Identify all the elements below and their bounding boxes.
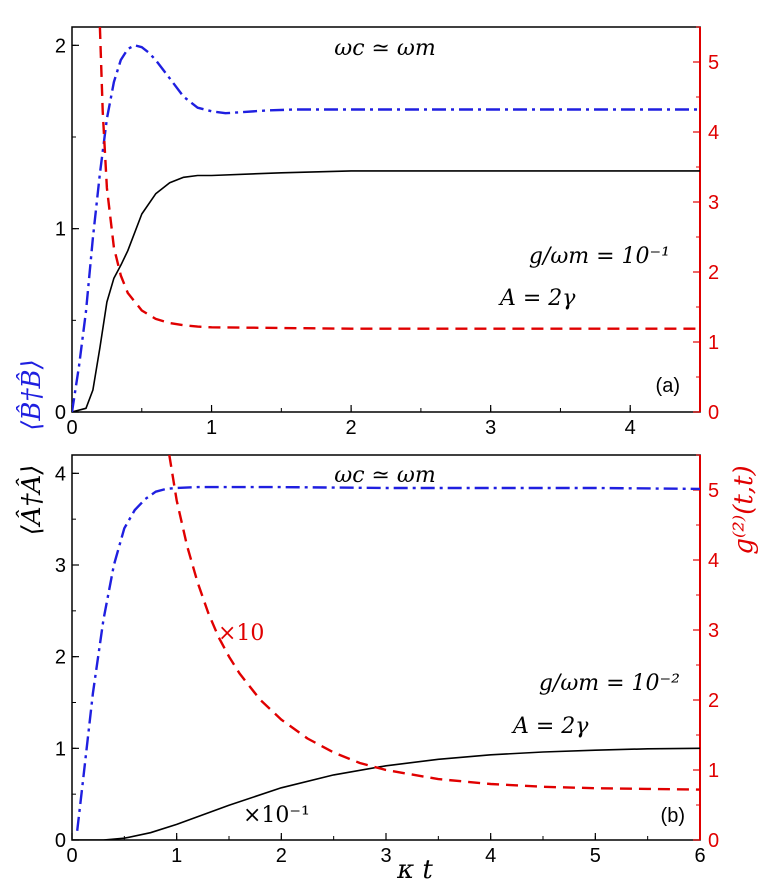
- panel-b-black-scale-label: ×10⁻¹: [243, 803, 310, 828]
- y-right-tick-label: 3: [708, 192, 719, 214]
- panel-b-series-dashdot-left: [76, 485, 700, 831]
- y-left-tick-label: 0: [55, 402, 66, 424]
- x-tick-label: 4: [485, 845, 496, 867]
- y-right-tick-label: 3: [708, 620, 719, 642]
- y-left-tick-label: 0: [55, 830, 66, 852]
- panel-b-series-dashed-right: [168, 455, 700, 791]
- x-tick-label: 1: [171, 845, 182, 867]
- y-right-tick-label: 0: [708, 830, 719, 852]
- y-left-tick-label: 2: [55, 35, 66, 57]
- panel-a-frame: [71, 26, 701, 413]
- x-tick-label: 2: [276, 845, 287, 867]
- y-right-tick-label: 5: [708, 52, 719, 74]
- y-left-tick-label: 2: [55, 647, 66, 669]
- x-tick-label: 4: [625, 417, 636, 439]
- panel-b-drive-label: A = 2γ: [511, 714, 589, 739]
- x-tick-label: 6: [694, 845, 705, 867]
- panel-b-resonance-label: ωc ≃ ωm: [334, 463, 435, 488]
- panel-b-coupling-label: g/ωm = 10⁻²: [539, 671, 680, 696]
- y-right-tick-label: 0: [708, 402, 719, 424]
- x-tick-label: 0: [66, 845, 77, 867]
- x-axis-label: κ t: [396, 855, 433, 883]
- panel-a-series-solid-left: [72, 170, 700, 412]
- x-tick-label: 3: [485, 417, 496, 439]
- panel-a-series-dashdot-left: [72, 44, 700, 412]
- panel-a-series-dashed-right: [98, 27, 700, 330]
- y-right-tick-label: 5: [708, 480, 719, 502]
- panel-a-coupling-label: g/ωm = 10⁻¹: [529, 244, 670, 269]
- y-right-label: g⁽²⁾(t,t): [729, 465, 759, 554]
- x-tick-label: 3: [380, 845, 391, 867]
- y-left-tick-label: 3: [55, 555, 66, 577]
- panel-a-resonance-label: ωc ≃ ωm: [334, 36, 435, 61]
- y-left-label-b: ⟨Â†Â⟩: [15, 465, 47, 536]
- y-left-tick-label: 1: [55, 738, 66, 760]
- panel-a: 0 1 2 3 4 0 1 2 0 1 2 3 4 5 ωc ≃ ωm g/ωm = 10⁻¹ A = 2…: [55, 26, 719, 439]
- y-left-tick-label: 4: [55, 463, 66, 485]
- x-tick-label: 1: [206, 417, 217, 439]
- y-right-tick-label: 1: [708, 332, 719, 354]
- panel-b-red-scale-label: ×10: [218, 621, 264, 646]
- y-right-tick-label: 4: [708, 122, 719, 144]
- panel-b-frame: [71, 454, 701, 841]
- x-tick-label: 5: [590, 845, 601, 867]
- panel-a-label: (a): [656, 375, 680, 397]
- y-right-tick-label: 1: [708, 760, 719, 782]
- y-right-tick-label: 2: [708, 690, 719, 712]
- y-right-tick-label: 4: [708, 550, 719, 572]
- x-tick-label: 2: [346, 417, 357, 439]
- y-right-tick-label: 2: [708, 262, 719, 284]
- panel-a-drive-label: A = 2γ: [498, 286, 576, 311]
- x-tick-label: 0: [66, 417, 77, 439]
- y-left-label-a: ⟨B̂†B̂⟩: [16, 359, 47, 431]
- y-left-tick-label: 1: [55, 219, 66, 241]
- panel-b-label: (b): [661, 805, 685, 827]
- panel-b-series-solid-left: [72, 747, 700, 840]
